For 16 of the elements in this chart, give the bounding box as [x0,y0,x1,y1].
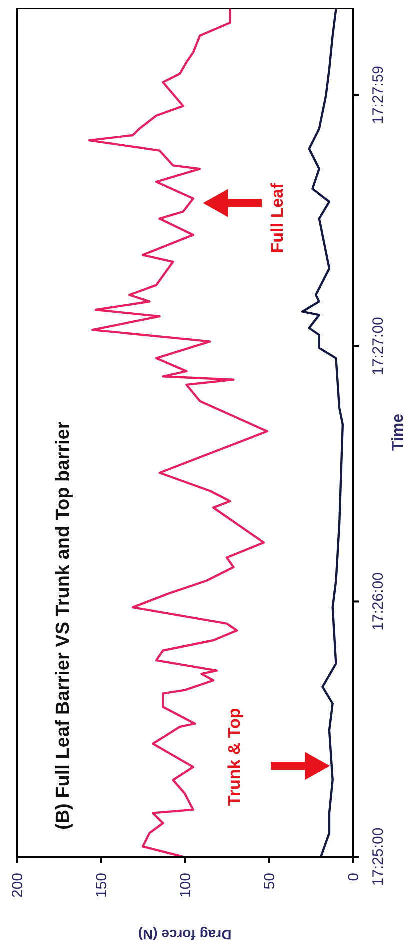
y-tick-label: 17:26:00 [370,572,387,631]
y-axis-title: Time [390,414,407,452]
x-tick-label: 200 [9,873,26,898]
x-axis-title: Drag force (N) [138,927,232,943]
line-series [88,8,268,857]
annotation: Trunk & Top [225,708,244,806]
text: (B) Full Leaf Barrier VS Trunk and Top barrier [53,421,74,830]
x-tick-label: 0 [345,873,362,882]
line-series [302,8,344,857]
annotation: Full Leaf [268,182,288,254]
y-tick-label: 17:27:00 [370,317,387,376]
x-tick-label: 50 [261,873,278,890]
x-tick-label: 100 [177,873,194,898]
y-tick-label: 17:25:00 [370,828,387,886]
y-tick-label: 17:27:59 [370,66,387,124]
x-tick-label: 150 [93,873,110,898]
